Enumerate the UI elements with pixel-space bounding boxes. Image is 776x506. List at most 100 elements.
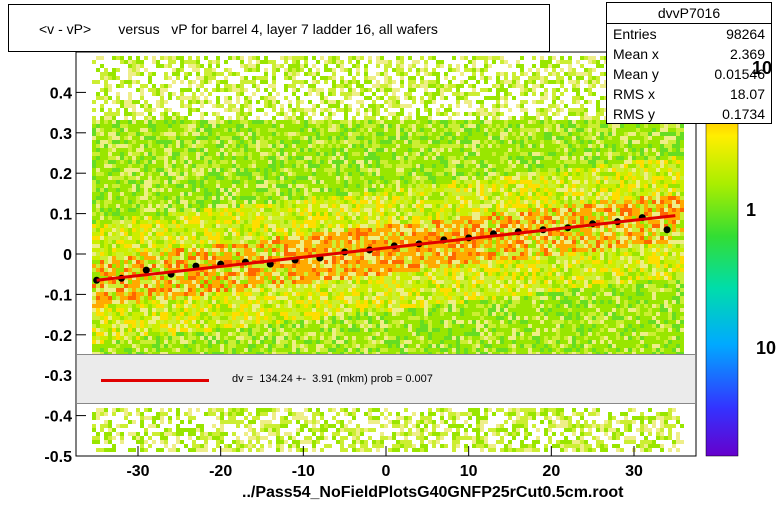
heatmap-cell: [200, 164, 204, 168]
heatmap-cell: [292, 252, 296, 256]
heatmap-cell: [104, 228, 108, 232]
heatmap-cell: [160, 432, 164, 436]
heatmap-cell: [104, 208, 108, 212]
heatmap-cell: [212, 172, 216, 176]
heatmap-cell: [288, 432, 292, 436]
heatmap-cell: [208, 320, 212, 324]
heatmap-cell: [224, 188, 228, 192]
heatmap-cell: [156, 268, 160, 272]
heatmap-cell: [304, 188, 308, 192]
heatmap-cell: [272, 308, 276, 312]
heatmap-cell: [148, 212, 152, 216]
heatmap-cell: [128, 448, 132, 452]
heatmap-cell: [260, 288, 264, 292]
heatmap-cell: [240, 204, 244, 208]
heatmap-cell: [216, 324, 220, 328]
heatmap-cell: [308, 128, 312, 132]
heatmap-cell: [244, 416, 248, 420]
heatmap-cell: [232, 128, 236, 132]
heatmap-cell: [148, 176, 152, 180]
heatmap-cell: [212, 60, 216, 64]
heatmap-cell: [272, 284, 276, 288]
heatmap-cell: [284, 320, 288, 324]
heatmap-cell: [236, 280, 240, 284]
heatmap-cell: [208, 192, 212, 196]
heatmap-cell: [312, 264, 316, 268]
heatmap-cell: [204, 72, 208, 76]
heatmap-cell: [152, 60, 156, 64]
heatmap-cell: [196, 136, 200, 140]
heatmap-cell: [180, 132, 184, 136]
heatmap-cell: [352, 288, 356, 292]
heatmap-cell: [336, 420, 340, 424]
heatmap-cell: [352, 244, 356, 248]
heatmap-cell: [208, 280, 212, 284]
heatmap-cell: [268, 96, 272, 100]
heatmap-cell: [244, 240, 248, 244]
heatmap-cell: [116, 344, 120, 348]
heatmap-cell: [228, 340, 232, 344]
heatmap-cell: [272, 328, 276, 332]
heatmap-cell: [232, 192, 236, 196]
heatmap-cell: [320, 328, 324, 332]
heatmap-cell: [344, 344, 348, 348]
heatmap-cell: [100, 232, 104, 236]
heatmap-cell: [176, 240, 180, 244]
heatmap-cell: [292, 84, 296, 88]
heatmap-cell: [224, 212, 228, 216]
heatmap-cell: [340, 292, 344, 296]
heatmap-cell: [276, 64, 280, 68]
heatmap-cell: [204, 120, 208, 124]
heatmap-cell: [256, 84, 260, 88]
heatmap-cell: [256, 288, 260, 292]
heatmap-cell: [196, 240, 200, 244]
heatmap-cell: [140, 288, 144, 292]
heatmap-cell: [224, 260, 228, 264]
heatmap-cell: [360, 244, 364, 248]
heatmap-cell: [184, 224, 188, 228]
heatmap-cell: [92, 156, 96, 160]
heatmap-cell: [216, 236, 220, 240]
heatmap-cell: [348, 68, 352, 72]
heatmap-cell: [148, 324, 152, 328]
heatmap-cell: [124, 256, 128, 260]
heatmap-cell: [324, 120, 328, 124]
heatmap-cell: [188, 140, 192, 144]
heatmap-cell: [196, 196, 200, 200]
heatmap-cell: [252, 140, 256, 144]
heatmap-cell: [240, 336, 244, 340]
heatmap-cell: [208, 436, 212, 440]
heatmap-cell: [92, 324, 96, 328]
heatmap-cell: [352, 80, 356, 84]
heatmap-cell: [136, 212, 140, 216]
heatmap-cell: [148, 264, 152, 268]
heatmap-cell: [160, 312, 164, 316]
heatmap-cell: [172, 132, 176, 136]
heatmap-cell: [304, 420, 308, 424]
heatmap-cell: [232, 280, 236, 284]
heatmap-cell: [192, 304, 196, 308]
heatmap-cell: [284, 208, 288, 212]
heatmap-cell: [140, 96, 144, 100]
heatmap-cell: [292, 68, 296, 72]
heatmap-cell: [96, 140, 100, 144]
heatmap-cell: [92, 424, 96, 428]
heatmap-cell: [132, 72, 136, 76]
heatmap-cell: [264, 292, 268, 296]
heatmap-cell: [288, 144, 292, 148]
heatmap-cell: [336, 152, 340, 156]
heatmap-cell: [180, 192, 184, 196]
heatmap-cell: [152, 304, 156, 308]
heatmap-cell: [128, 208, 132, 212]
heatmap-cell: [360, 160, 364, 164]
heatmap-cell: [100, 280, 104, 284]
heatmap-cell: [240, 220, 244, 224]
heatmap-cell: [136, 216, 140, 220]
heatmap-cell: [264, 232, 268, 236]
heatmap-cell: [132, 292, 136, 296]
heatmap-cell: [156, 448, 160, 452]
heatmap-cell: [184, 156, 188, 160]
heatmap-cell: [296, 72, 300, 76]
heatmap-cell: [308, 204, 312, 208]
heatmap-cell: [296, 312, 300, 316]
